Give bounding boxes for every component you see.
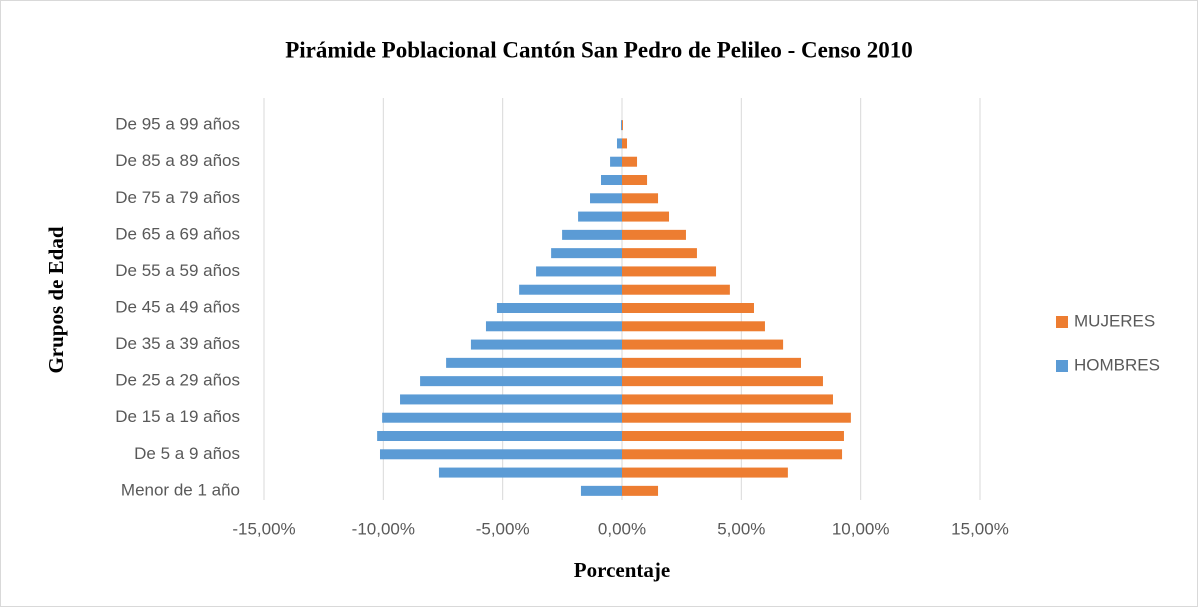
x-tick-label: 5,00% [717,519,765,538]
bar [446,357,622,368]
bar [470,339,622,350]
bar [622,431,844,441]
legend-label: HOMBRES [1074,355,1160,374]
y-tick-label: De 25 a 29 años [115,371,240,390]
bar [400,394,622,405]
y-tick-label: De 55 a 59 años [115,261,240,280]
bar [622,357,801,368]
y-tick-label: De 45 a 49 años [115,297,240,316]
bar [485,321,622,332]
y-tick-label: Menor de 1 año [121,480,240,499]
bar [622,120,623,131]
bar [622,193,659,204]
bar [622,412,851,423]
bar [622,229,686,240]
x-tick-label: 10,00% [832,519,890,538]
bar [622,266,717,277]
x-axis-label: Porcentaje [574,558,670,582]
y-tick-label: De 75 a 79 años [115,188,240,207]
x-tick-label: 15,00% [951,519,1009,538]
bar [536,266,622,277]
y-tick-label: De 65 a 69 años [115,224,240,243]
bar [622,284,730,295]
bar [622,138,628,149]
bar [622,467,788,478]
bar [622,321,765,332]
x-tick-label: 0,00% [598,519,646,538]
bar [551,248,622,259]
bar [420,376,622,387]
bar [519,284,622,295]
x-tick-label: -15,00% [232,519,295,538]
bar [590,193,622,204]
bar [622,376,823,387]
bar [622,339,784,350]
bar [580,485,622,496]
chart-title: Pirámide Poblacional Cantón San Pedro de… [285,37,913,62]
bar [621,120,622,131]
bar [622,156,638,167]
y-tick-label: De 5 a 9 años [134,444,240,463]
y-tick-label: De 15 a 19 años [115,407,240,426]
bar [622,449,843,460]
bar [578,211,622,222]
x-tick-label: -10,00% [352,519,415,538]
legend-swatch [1056,316,1068,328]
bar [622,485,659,496]
y-tick-label: De 35 a 39 años [115,334,240,353]
bar [562,229,622,240]
bar [438,467,622,478]
legend-swatch [1056,360,1068,372]
x-tick-label: -5,00% [476,519,530,538]
bar [610,156,622,167]
bar [622,211,670,222]
bar [496,303,622,313]
y-axis-label: Grupos de Edad [44,226,68,373]
bar [622,248,697,259]
bar [600,175,622,185]
y-tick-label: De 85 a 89 años [115,151,240,170]
bar [622,175,648,185]
bar [379,449,622,460]
bar [622,303,754,313]
bar [622,394,833,405]
bar [616,138,622,149]
y-tick-label: De 95 a 99 años [115,115,240,134]
bar [382,412,622,423]
bar [377,431,622,441]
legend-label: MUJERES [1074,311,1155,330]
